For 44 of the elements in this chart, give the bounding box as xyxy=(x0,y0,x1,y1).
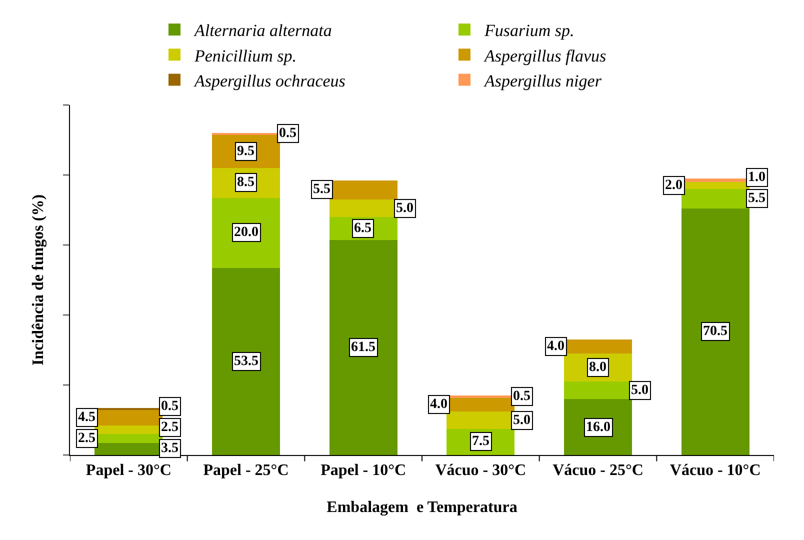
y-axis-title: Incidência de fungos (%) xyxy=(30,194,47,366)
data-label: 0.5 xyxy=(279,126,296,141)
bar xyxy=(681,208,750,455)
x-tick-label: Papel - 25°C xyxy=(203,462,289,480)
x-axis-title: Embalagem e Temperatura xyxy=(326,498,518,516)
x-tick-label: Vácuo - 10°C xyxy=(670,462,761,480)
data-label: 4.5 xyxy=(78,410,96,425)
data-label: 6.5 xyxy=(354,221,372,236)
data-label: 3.5 xyxy=(161,441,178,456)
data-label: 0.5 xyxy=(513,389,530,404)
data-label: 2.5 xyxy=(78,431,96,446)
legend-label: Aspergillus niger xyxy=(483,71,602,90)
data-label: 53.5 xyxy=(234,354,258,369)
data-label: 5.5 xyxy=(313,182,330,197)
legend-label: Aspergillus flavus xyxy=(483,46,607,66)
legend-label: Penicillium sp. xyxy=(193,46,296,66)
data-label: 8.5 xyxy=(237,175,254,190)
bar xyxy=(212,268,280,455)
data-label: 20.0 xyxy=(234,225,258,240)
legend-label: Aspergillus ochraceus xyxy=(193,71,346,90)
data-label: 8.0 xyxy=(589,360,606,375)
data-label: 7.5 xyxy=(472,434,490,449)
x-tick-label: Vácuo - 25°C xyxy=(552,462,644,480)
data-label: 2.5 xyxy=(161,420,178,435)
data-label: 70.5 xyxy=(703,324,728,339)
data-label: 5.5 xyxy=(748,191,766,206)
data-label: 16.0 xyxy=(586,420,610,435)
bar xyxy=(212,198,280,268)
data-label: 5.0 xyxy=(396,201,414,216)
data-label: 4.0 xyxy=(430,397,448,412)
data-label: 5.0 xyxy=(631,383,648,398)
bar xyxy=(329,240,398,455)
data-label: 4.0 xyxy=(547,339,564,354)
x-tick-label: Papel - 10°C xyxy=(320,462,406,480)
data-label: 2.0 xyxy=(665,178,682,193)
data-label: 5.0 xyxy=(513,413,530,428)
x-tick-label: Papel - 30°C xyxy=(86,462,172,480)
data-label: 9.5 xyxy=(237,144,254,159)
x-tick-label: Vácuo - 30°C xyxy=(435,462,526,480)
legend-label: Alternaria alternata xyxy=(193,21,332,40)
data-label: 0.5 xyxy=(161,399,178,414)
legend-label: Fusarium sp. xyxy=(483,21,574,40)
data-label: 61.5 xyxy=(351,340,376,355)
data-label: 1.0 xyxy=(748,170,766,185)
